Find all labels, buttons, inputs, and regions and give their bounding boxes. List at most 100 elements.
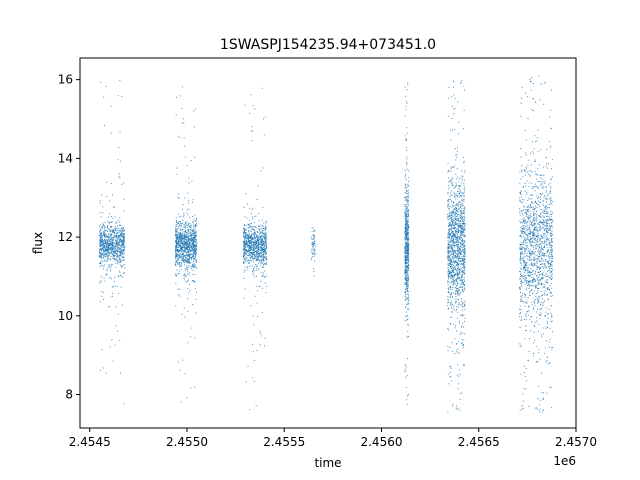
data-point [448, 217, 450, 219]
data-point [455, 223, 457, 225]
data-point [186, 239, 188, 241]
data-point [111, 244, 113, 246]
data-point [255, 259, 257, 261]
data-point [449, 181, 451, 183]
data-point [464, 235, 466, 237]
data-point [463, 230, 465, 232]
data-point [181, 236, 183, 238]
data-point [257, 236, 259, 238]
data-point [100, 237, 102, 239]
data-point [452, 261, 454, 263]
data-point [107, 252, 109, 254]
data-point [262, 245, 264, 247]
data-point [123, 236, 125, 238]
data-point [451, 129, 453, 131]
data-point [254, 257, 256, 259]
data-point [447, 259, 449, 261]
data-point [264, 228, 266, 230]
data-point [99, 235, 101, 237]
data-point [264, 262, 266, 264]
data-point [244, 231, 246, 233]
data-point [407, 275, 409, 277]
data-point [112, 242, 114, 244]
data-point [406, 336, 408, 338]
data-point [451, 184, 453, 186]
data-point [460, 331, 462, 333]
data-point [107, 247, 109, 249]
data-point [110, 226, 112, 228]
data-point [532, 279, 534, 281]
data-point [452, 279, 454, 281]
data-point [453, 253, 455, 255]
data-point [251, 244, 253, 246]
data-point [311, 230, 313, 232]
data-point [175, 243, 177, 245]
data-point [110, 252, 112, 254]
data-point [451, 231, 453, 233]
data-point [243, 245, 245, 247]
data-point [407, 284, 409, 286]
data-point [249, 236, 251, 238]
data-point [457, 277, 459, 279]
data-point [405, 295, 407, 297]
data-point [257, 257, 259, 259]
data-point [449, 265, 451, 267]
data-point [449, 273, 451, 275]
data-point [191, 243, 193, 245]
data-point [186, 260, 188, 262]
data-point [450, 263, 452, 265]
data-point [458, 193, 460, 194]
data-point [406, 206, 408, 208]
data-point [114, 230, 116, 232]
data-point [455, 252, 457, 254]
data-point [457, 252, 459, 254]
data-point [106, 253, 108, 255]
data-point [447, 271, 449, 273]
data-point [114, 233, 116, 235]
data-point [405, 264, 407, 266]
data-point [110, 234, 112, 236]
data-point [544, 265, 546, 267]
data-point [448, 248, 450, 250]
data-point [246, 234, 248, 236]
data-point [265, 259, 267, 261]
data-point [186, 240, 188, 242]
data-point [461, 281, 463, 283]
data-point [459, 195, 461, 197]
data-point [447, 350, 449, 352]
data-point [460, 235, 462, 237]
data-point [454, 352, 456, 354]
data-point [455, 240, 457, 242]
data-point [257, 250, 259, 252]
data-point [192, 248, 194, 250]
data-point [195, 253, 197, 255]
data-point [188, 258, 190, 260]
data-point [119, 233, 121, 235]
data-point [406, 279, 408, 281]
data-point [313, 230, 315, 232]
data-point [451, 269, 453, 271]
data-point [193, 234, 194, 236]
data-point [116, 247, 118, 249]
data-point [404, 258, 406, 260]
data-point [457, 228, 459, 230]
data-point [405, 269, 407, 271]
data-point [181, 255, 183, 257]
data-point [265, 248, 267, 250]
data-point [248, 260, 250, 262]
data-point [407, 220, 409, 222]
data-point [177, 258, 179, 260]
data-point [101, 239, 103, 241]
data-point [458, 121, 460, 123]
data-point [123, 259, 125, 261]
data-point [115, 227, 117, 229]
data-point [456, 256, 458, 258]
data-point [175, 235, 177, 237]
data-point [520, 309, 522, 311]
data-point [459, 225, 461, 227]
data-point [112, 217, 114, 219]
data-point [192, 239, 194, 241]
data-point [179, 243, 181, 245]
data-point [452, 281, 454, 283]
data-point [110, 278, 112, 280]
